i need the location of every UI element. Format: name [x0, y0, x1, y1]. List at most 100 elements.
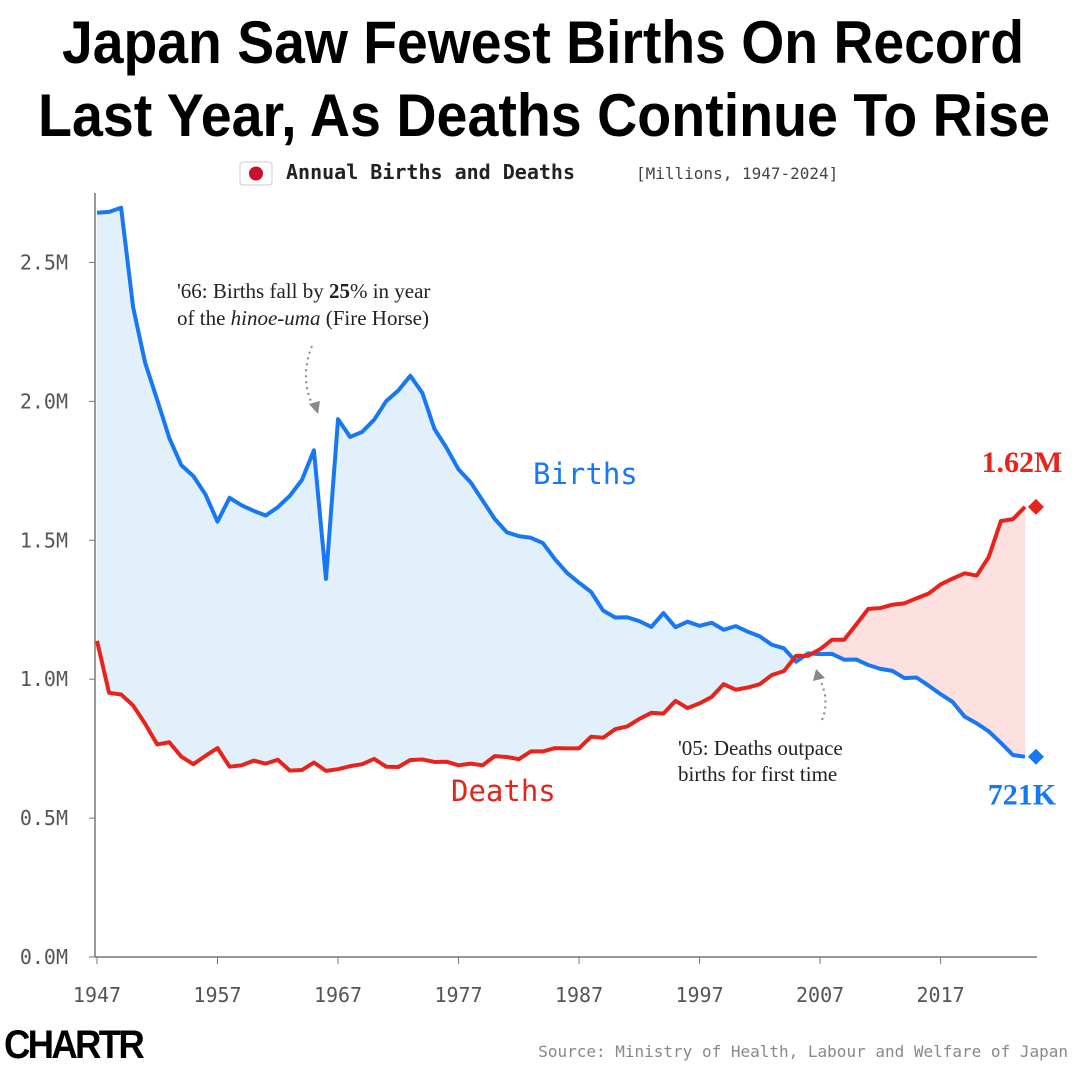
- source-note: Source: Ministry of Health, Labour and W…: [538, 1042, 1068, 1061]
- gap-fill: [157, 399, 170, 745]
- gap-fill: [602, 610, 616, 739]
- y-tick-label: 0.5M: [20, 806, 68, 830]
- gap-fill: [868, 607, 881, 670]
- annotation: '05: Deaths outpace: [678, 736, 843, 760]
- gap-fill: [410, 375, 423, 761]
- gap-fill: [494, 518, 507, 758]
- value-label: 721K: [988, 779, 1057, 812]
- gap-fill: [699, 622, 712, 704]
- gap-fill: [361, 419, 375, 765]
- gap-fill: [301, 450, 315, 771]
- gap-fill: [96, 211, 110, 693]
- plot-area: [95, 205, 1044, 773]
- x-tick-label: 1977: [434, 983, 482, 1007]
- gap-fill: [735, 625, 749, 691]
- annotation-text: % in year: [350, 279, 430, 303]
- gap-fill: [241, 504, 254, 766]
- gap-fill: [132, 307, 146, 725]
- annotation-arrowhead: [813, 669, 825, 681]
- chart-subtitle-note: [Millions, 1947-2024]: [636, 164, 838, 183]
- y-tick-label: 0.0M: [20, 945, 68, 969]
- gap-fill: [578, 582, 592, 749]
- brand-logo: CHARTR: [4, 1023, 145, 1067]
- y-tick-label: 2.0M: [20, 389, 68, 413]
- gap-fill: [928, 583, 941, 695]
- annotation: births for first time: [678, 762, 837, 786]
- gap-fill: [181, 464, 194, 765]
- gap-fill: [349, 431, 363, 767]
- gap-fill: [373, 400, 387, 768]
- annotation-arrow: [817, 675, 827, 721]
- gap-fill: [747, 631, 761, 688]
- gap-fill: [482, 499, 495, 766]
- gap-fill: [229, 497, 242, 767]
- gap-fill: [205, 494, 218, 757]
- x-tick-label: 1967: [314, 983, 362, 1007]
- y-tick-label: 1.0M: [20, 667, 68, 691]
- annotation-text: hinoe-uma: [231, 306, 321, 330]
- annotation-text: births for first time: [678, 762, 837, 786]
- gap-fill: [144, 362, 158, 746]
- gap-fill: [566, 572, 580, 749]
- gap-fill: [614, 616, 628, 730]
- gap-fill: [108, 207, 122, 695]
- gap-fill: [627, 616, 640, 727]
- series-label: Deaths: [451, 774, 556, 808]
- flag: [239, 161, 273, 186]
- chart-title: Last Year, As Deaths Continue To Rise: [38, 82, 1050, 149]
- gap-fill: [325, 419, 339, 772]
- gap-fill: [289, 479, 303, 771]
- gap-fill: [940, 578, 953, 703]
- chart-title: Japan Saw Fewest Births On Record: [62, 9, 1024, 76]
- x-tick-label: 1957: [193, 983, 241, 1007]
- gap-fill: [687, 621, 700, 709]
- x-tick-label: 1997: [675, 983, 723, 1007]
- gap-fill: [506, 531, 520, 760]
- gap-fill: [217, 497, 230, 768]
- gap-fill: [446, 446, 459, 766]
- gap-fill: [398, 375, 411, 768]
- gap-fill: [169, 437, 182, 758]
- gap-fill: [964, 573, 977, 724]
- gap-fill: [892, 603, 905, 679]
- gap-fill: [470, 481, 483, 766]
- gap-fill: [916, 593, 929, 687]
- annotation-text: of the: [177, 306, 231, 330]
- annotation: '66: Births fall by 25% in year: [177, 279, 430, 303]
- gap-fill: [385, 389, 399, 768]
- gap-fill: [265, 506, 279, 764]
- gap-fill: [880, 604, 893, 672]
- gap-fill: [422, 392, 435, 763]
- annotation-text: '66: Births fall by: [177, 279, 329, 303]
- gap-fill: [193, 475, 206, 765]
- gap-fill: [530, 537, 544, 752]
- gap-fill: [1000, 518, 1014, 756]
- gap-fill: [277, 495, 291, 772]
- gap-fill: [1012, 506, 1026, 757]
- gap-fill: [253, 510, 266, 764]
- gap-fill: [458, 468, 471, 766]
- annotation: of the hinoe-uma (Fire Horse): [177, 306, 429, 330]
- end-marker: [1027, 498, 1044, 515]
- gap-fill: [675, 621, 688, 709]
- annotation-text: 25: [329, 279, 350, 303]
- series-line: [96, 205, 1026, 759]
- annotation-arrowhead: [309, 401, 320, 414]
- y-tick-label: 1.5M: [20, 528, 68, 552]
- gap-fill: [723, 625, 736, 691]
- gap-fill: [590, 591, 604, 739]
- annotation-text: (Fire Horse): [320, 306, 428, 330]
- end-marker: [1027, 748, 1044, 765]
- y-tick-label: 2.5M: [20, 250, 68, 274]
- gap-fill: [554, 558, 568, 749]
- x-tick-label: 2007: [796, 983, 844, 1007]
- gap-fill: [904, 597, 917, 679]
- gap-fill: [976, 556, 990, 732]
- x-tick-label: 2017: [917, 983, 965, 1007]
- gap-fill: [542, 542, 556, 752]
- annotation-arrow: [304, 345, 317, 411]
- series-line: [95, 505, 1027, 773]
- gap-fill: [434, 428, 447, 763]
